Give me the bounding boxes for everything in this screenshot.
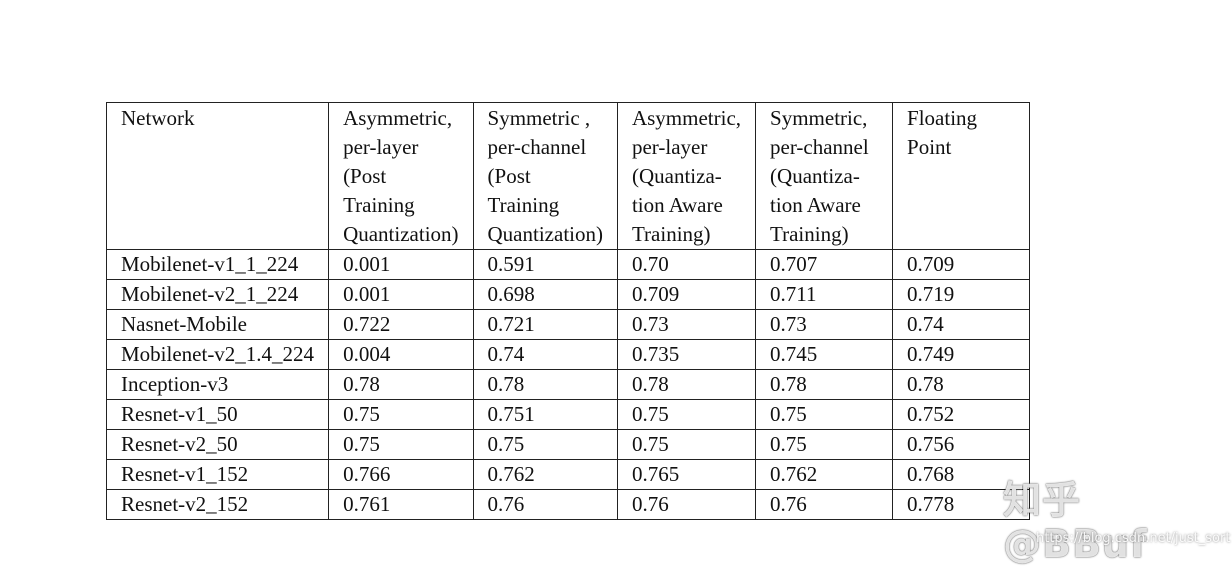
table-body: Mobilenet-v1_1_224 0.001 0.591 0.70 0.707 0.7…: [105, 249, 1031, 520]
network-name-cell: Resnet-v2_152: [105, 489, 330, 520]
accuracy-cell: 0.698: [472, 279, 618, 310]
accuracy-cell: 0.765: [616, 459, 757, 490]
header-row: Network Asymmetric, per-layer (Post Trai…: [105, 102, 1031, 250]
table-row: Mobilenet-v1_1_224 0.001 0.591 0.70 0.707 0.7…: [105, 249, 1031, 280]
table-row: Resnet-v2_50 0.75 0.75 0.75 0.75 0.756: [105, 429, 1031, 460]
accuracy-cell: 0.75: [755, 429, 894, 460]
accuracy-cell: 0.001: [328, 249, 474, 280]
network-name-cell: Resnet-v1_152: [105, 459, 330, 490]
accuracy-cell: 0.73: [755, 309, 894, 340]
accuracy-cell: 0.78: [328, 369, 474, 400]
accuracy-cell: 0.76: [755, 489, 894, 520]
header-cell: Symmetric, per-channel (Quantiza- tion A…: [755, 102, 894, 250]
accuracy-cell: 0.709: [616, 279, 757, 310]
accuracy-cell: 0.70: [616, 249, 757, 280]
accuracy-cell: 0.75: [472, 429, 618, 460]
network-name-cell: Nasnet-Mobile: [105, 309, 330, 340]
network-name-cell: Resnet-v1_50: [105, 399, 330, 430]
accuracy-cell: 0.75: [616, 399, 757, 430]
accuracy-cell: 0.751: [472, 399, 618, 430]
accuracy-cell: 0.709: [892, 249, 1031, 280]
accuracy-cell: 0.745: [755, 339, 894, 370]
accuracy-cell: 0.766: [328, 459, 474, 490]
table-row: Nasnet-Mobile 0.722 0.721 0.73 0.73 0.74: [105, 309, 1031, 340]
accuracy-cell: 0.78: [472, 369, 618, 400]
accuracy-cell: 0.762: [472, 459, 618, 490]
table-row: Resnet-v1_50 0.75 0.751 0.75 0.75 0.752: [105, 399, 1031, 430]
header-cell: Network: [105, 102, 330, 250]
accuracy-cell: 0.591: [472, 249, 618, 280]
accuracy-cell: 0.707: [755, 249, 894, 280]
network-name-cell: Inception-v3: [105, 369, 330, 400]
accuracy-cell: 0.721: [472, 309, 618, 340]
zhihu-watermark: 知乎 @BBuf: [1003, 478, 1148, 566]
accuracy-cell: 0.778: [892, 489, 1031, 520]
table-row: Mobilenet-v2_1.4_224 0.004 0.74 0.735 0.745 0…: [105, 339, 1031, 370]
accuracy-cell: 0.752: [892, 399, 1031, 430]
results-table: Network Asymmetric, per-layer (Post Trai…: [105, 102, 1031, 520]
accuracy-cell: 0.75: [755, 399, 894, 430]
accuracy-cell: 0.761: [328, 489, 474, 520]
network-name-cell: Mobilenet-v1_1_224: [105, 249, 330, 280]
table-row: Resnet-v2_152 0.761 0.76 0.76 0.76 0.778: [105, 489, 1031, 520]
accuracy-cell: 0.78: [892, 369, 1031, 400]
table-row: Resnet-v1_152 0.766 0.762 0.765 0.762 0.768: [105, 459, 1031, 490]
accuracy-cell: 0.75: [616, 429, 757, 460]
accuracy-cell: 0.75: [328, 429, 474, 460]
accuracy-cell: 0.73: [616, 309, 757, 340]
header-cell: Asymmetric, per-layer (Quantiza- tion Aw…: [616, 102, 757, 250]
accuracy-cell: 0.762: [755, 459, 894, 490]
accuracy-cell: 0.722: [328, 309, 474, 340]
accuracy-cell: 0.719: [892, 279, 1031, 310]
accuracy-cell: 0.711: [755, 279, 894, 310]
network-name-cell: Resnet-v2_50: [105, 429, 330, 460]
accuracy-cell: 0.75: [328, 399, 474, 430]
table-row: Mobilenet-v2_1_224 0.001 0.698 0.709 0.711 0.…: [105, 279, 1031, 310]
table-row: Inception-v3 0.78 0.78 0.78 0.78 0.78: [105, 369, 1031, 400]
accuracy-cell: 0.735: [616, 339, 757, 370]
header-cell: Symmetric , per-channel (Post Training Q…: [472, 102, 618, 250]
accuracy-cell: 0.78: [616, 369, 757, 400]
accuracy-cell: 0.756: [892, 429, 1031, 460]
network-name-cell: Mobilenet-v2_1.4_224: [105, 339, 330, 370]
accuracy-cell: 0.76: [472, 489, 618, 520]
accuracy-cell: 0.004: [328, 339, 474, 370]
network-name-cell: Mobilenet-v2_1_224: [105, 279, 330, 310]
accuracy-cell: 0.001: [328, 279, 474, 310]
accuracy-cell: 0.74: [472, 339, 618, 370]
accuracy-cell: 0.78: [755, 369, 894, 400]
watermark-url: https://blog.csdn.net/just_sort: [1036, 531, 1231, 546]
header-cell: Floating Point: [892, 102, 1031, 250]
header-cell: Asymmetric, per-layer (Post Training Qua…: [328, 102, 474, 250]
accuracy-cell: 0.749: [892, 339, 1031, 370]
accuracy-cell: 0.76: [616, 489, 757, 520]
accuracy-cell: 0.768: [892, 459, 1031, 490]
accuracy-cell: 0.74: [892, 309, 1031, 340]
